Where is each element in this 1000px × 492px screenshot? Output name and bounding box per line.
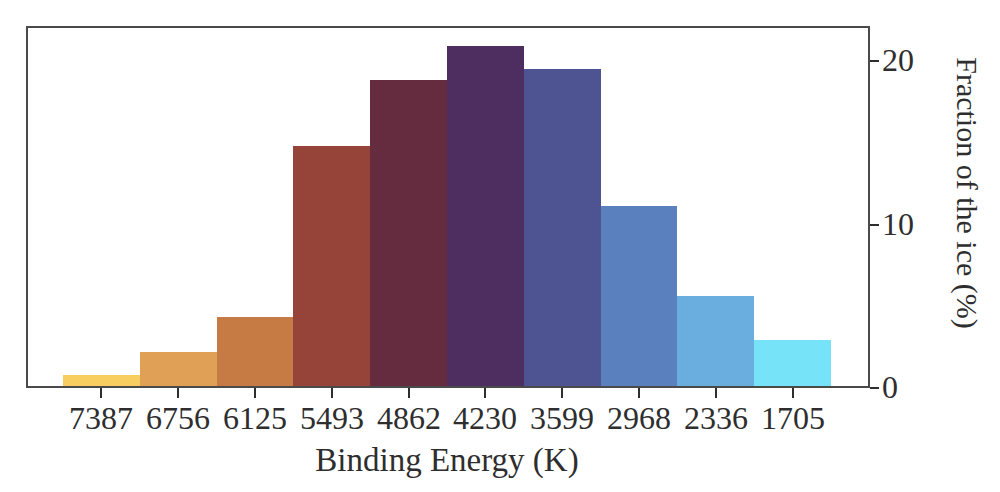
y-tick-label: 0 [882,371,898,403]
y-tick-label: 20 [882,44,914,76]
y-tick [870,224,879,226]
x-tick [331,388,333,398]
x-tick [561,388,563,398]
y-axis-label: Fraction of the ice (%) [952,57,982,329]
histogram-bar [63,375,140,386]
x-tick [100,388,102,398]
x-tick [177,388,179,398]
histogram-bar [754,340,831,386]
histogram-bar [217,317,293,386]
y-tick [870,387,879,389]
histogram-bar [447,46,524,386]
y-tick [870,60,879,62]
bars-layer [28,28,868,386]
histogram-bar [601,206,677,386]
x-tick [715,388,717,398]
y-tick-label: 10 [882,208,914,240]
x-tick [638,388,640,398]
x-tick [792,388,794,398]
histogram-bar [370,80,447,386]
x-tick [408,388,410,398]
histogram-bar [293,146,370,386]
x-tick-label: 1705 [748,402,838,434]
x-tick [484,388,486,398]
histogram-bar [677,296,754,386]
x-axis-label: Binding Energy (K) [0,444,894,477]
histogram-figure: 7387675661255493486242303599296823361705… [0,0,1000,492]
histogram-bar [140,352,217,386]
plot-area [26,26,870,388]
x-tick [254,388,256,398]
histogram-bar [524,69,601,386]
